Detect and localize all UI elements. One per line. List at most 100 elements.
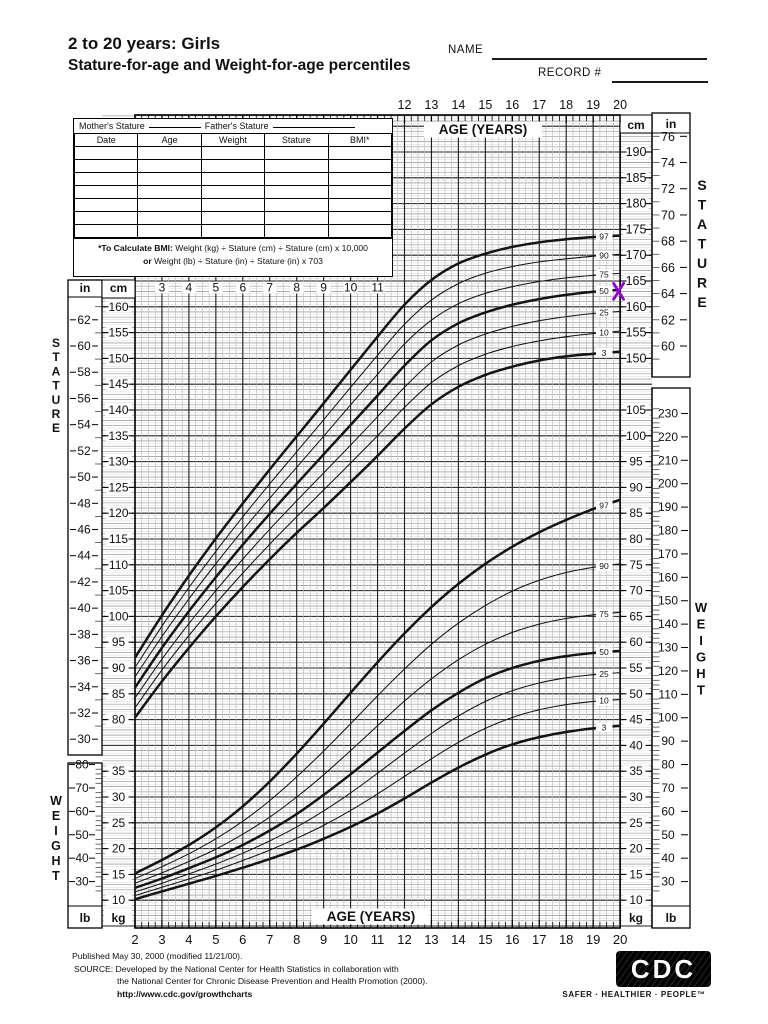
svg-text:130: 130 xyxy=(658,641,678,655)
record-number-label: RECORD # xyxy=(538,67,602,79)
svg-text:100: 100 xyxy=(108,609,128,623)
svg-text:45: 45 xyxy=(629,713,643,727)
svg-text:T: T xyxy=(52,379,60,393)
svg-text:140: 140 xyxy=(658,617,678,631)
tick-labels: 1601551501451401351301251201151101051009… xyxy=(69,130,688,907)
svg-text:50: 50 xyxy=(75,828,89,842)
svg-text:72: 72 xyxy=(661,182,675,196)
svg-text:66: 66 xyxy=(661,261,675,275)
father-stature-blank-line xyxy=(272,126,355,128)
stature-curves xyxy=(135,234,620,719)
published-note: Published May 30, 2000 (modified 11/21/0… xyxy=(72,951,243,961)
svg-text:50: 50 xyxy=(77,470,91,484)
svg-text:9: 9 xyxy=(320,932,327,947)
svg-text:110: 110 xyxy=(109,558,128,572)
svg-text:105: 105 xyxy=(626,403,646,417)
svg-text:2: 2 xyxy=(131,932,138,947)
svg-text:4: 4 xyxy=(186,281,193,295)
svg-text:10: 10 xyxy=(344,281,358,295)
svg-text:W: W xyxy=(695,600,708,615)
svg-text:145: 145 xyxy=(108,377,128,391)
svg-text:44: 44 xyxy=(77,549,91,563)
svg-text:48: 48 xyxy=(77,496,91,510)
svg-text:10: 10 xyxy=(112,893,126,907)
svg-text:185: 185 xyxy=(626,171,647,185)
mother-stature-label: Mother's Stature xyxy=(79,121,145,131)
svg-text:90: 90 xyxy=(629,480,643,494)
svg-text:6: 6 xyxy=(239,281,246,295)
svg-text:19: 19 xyxy=(586,98,600,112)
svg-text:W: W xyxy=(50,794,62,808)
table-row xyxy=(73,159,393,173)
svg-text:8: 8 xyxy=(293,281,300,295)
svg-text:13: 13 xyxy=(424,98,438,112)
svg-text:15: 15 xyxy=(478,98,492,112)
svg-text:19: 19 xyxy=(586,932,600,947)
svg-text:T: T xyxy=(52,350,60,364)
svg-text:G: G xyxy=(696,650,706,665)
svg-text:9: 9 xyxy=(320,281,327,295)
weight-curves-p3 xyxy=(135,724,620,901)
svg-text:75: 75 xyxy=(629,558,643,572)
svg-text:155: 155 xyxy=(108,326,128,340)
measurement-table: Date Age Weight Stature BMI* xyxy=(73,133,393,238)
svg-text:95: 95 xyxy=(629,455,643,469)
svg-text:70: 70 xyxy=(629,584,643,598)
table-row xyxy=(73,172,393,186)
svg-text:30: 30 xyxy=(112,790,126,804)
svg-text:14: 14 xyxy=(451,932,465,947)
name-blank-line xyxy=(492,58,707,60)
svg-text:165: 165 xyxy=(626,274,647,288)
svg-text:38: 38 xyxy=(77,627,91,641)
cdc-tagline: SAFER · HEALTHIER · PEOPLE™ xyxy=(562,990,706,999)
svg-text:85: 85 xyxy=(629,506,643,520)
svg-text:20: 20 xyxy=(613,932,627,947)
svg-text:56: 56 xyxy=(77,391,91,405)
svg-text:T: T xyxy=(698,197,707,213)
weight-curves-p90 xyxy=(135,563,620,879)
percentile-labels: 97 90 75 50 25 10 3 97 90 75 50 25 10 3 xyxy=(596,231,613,732)
svg-text:cm: cm xyxy=(627,118,644,132)
source-note-line2: the National Center for Chronic Disease … xyxy=(117,976,428,986)
stature-curves-p10 xyxy=(135,330,620,708)
svg-text:58: 58 xyxy=(77,365,91,379)
svg-text:50: 50 xyxy=(629,687,643,701)
svg-text:90: 90 xyxy=(599,561,609,571)
svg-text:I: I xyxy=(699,633,703,648)
svg-text:110: 110 xyxy=(658,687,677,701)
name-label: NAME xyxy=(448,44,484,56)
svg-text:170: 170 xyxy=(658,547,678,561)
svg-text:H: H xyxy=(51,854,60,868)
page-title: 2 to 20 years: Girls xyxy=(68,34,221,53)
svg-text:5: 5 xyxy=(213,281,220,295)
svg-text:115: 115 xyxy=(109,532,128,546)
svg-text:60: 60 xyxy=(661,804,675,818)
svg-text:65: 65 xyxy=(629,609,643,623)
svg-text:70: 70 xyxy=(75,781,89,795)
svg-text:25: 25 xyxy=(599,669,609,679)
svg-text:97: 97 xyxy=(599,500,609,510)
svg-text:E: E xyxy=(697,617,706,632)
svg-text:70: 70 xyxy=(661,208,675,222)
svg-text:155: 155 xyxy=(626,326,647,340)
svg-text:10: 10 xyxy=(343,932,357,947)
svg-text:12: 12 xyxy=(398,98,412,112)
svg-text:20: 20 xyxy=(112,842,126,856)
svg-text:68: 68 xyxy=(661,235,675,249)
svg-text:95: 95 xyxy=(112,635,126,649)
svg-text:14: 14 xyxy=(451,98,465,112)
svg-text:90: 90 xyxy=(661,734,675,748)
svg-text:20: 20 xyxy=(613,98,627,112)
svg-text:30: 30 xyxy=(629,790,643,804)
weight-curves-p97 xyxy=(135,498,620,875)
svg-text:25: 25 xyxy=(599,308,609,318)
svg-text:30: 30 xyxy=(75,875,89,889)
mother-stature-blank-line xyxy=(148,126,201,128)
svg-text:190: 190 xyxy=(658,500,678,514)
svg-text:11: 11 xyxy=(371,932,385,947)
svg-text:15: 15 xyxy=(112,867,126,881)
svg-text:105: 105 xyxy=(108,584,128,598)
svg-text:17: 17 xyxy=(532,98,546,112)
svg-text:130: 130 xyxy=(108,455,128,469)
